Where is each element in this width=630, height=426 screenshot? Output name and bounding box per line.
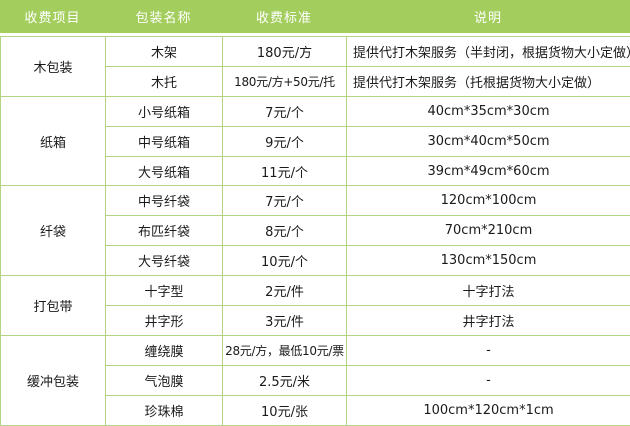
price-standard-cell: 3元/件 xyxy=(223,306,347,336)
packaging-name-cell: 中号纸箱 xyxy=(106,126,223,156)
description-cell: 40cm*35cm*30cm xyxy=(347,96,630,126)
description-cell: - xyxy=(347,365,630,395)
packaging-name-cell: 小号纸箱 xyxy=(106,96,223,126)
description-cell: 39cm*49cm*60cm xyxy=(347,156,630,186)
description-cell: 70cm*210cm xyxy=(347,216,630,246)
price-standard-cell: 28元/方，最低10元/票 xyxy=(223,335,347,365)
description-cell: 30cm*40cm*50cm xyxy=(347,126,630,156)
packaging-name-cell: 十字型 xyxy=(106,276,223,306)
price-standard-cell: 180元/方+50元/托 xyxy=(223,66,347,96)
price-standard-cell: 180元/方 xyxy=(223,37,347,67)
packaging-name-cell: 布匹纤袋 xyxy=(106,216,223,246)
packaging-name-cell: 中号纤袋 xyxy=(106,186,223,216)
description-cell: 100cm*120cm*1cm xyxy=(347,395,630,425)
price-standard-cell: 2.5元/米 xyxy=(223,365,347,395)
charge-item-cell: 纤袋 xyxy=(1,186,106,276)
description-cell: 提供代打木架服务（半封闭，根据货物大小定做） xyxy=(347,37,630,67)
header-price-standard: 收费标准 xyxy=(222,7,346,26)
packaging-name-cell: 缠绕膜 xyxy=(106,335,223,365)
packaging-name-cell: 木架 xyxy=(106,37,223,67)
description-cell: 120cm*100cm xyxy=(347,186,630,216)
packaging-name-cell: 珍珠棉 xyxy=(106,395,223,425)
description-cell: 井字打法 xyxy=(347,306,630,336)
charge-item-cell: 纸箱 xyxy=(1,96,106,186)
header-packaging-name: 包装名称 xyxy=(105,7,222,26)
charge-item-cell: 木包装 xyxy=(1,37,106,97)
price-standard-cell: 7元/个 xyxy=(223,186,347,216)
packaging-name-cell: 大号纸箱 xyxy=(106,156,223,186)
price-standard-cell: 8元/个 xyxy=(223,216,347,246)
packaging-name-cell: 气泡膜 xyxy=(106,365,223,395)
description-cell: 提供代打木架服务（托根据货物大小定做） xyxy=(347,66,630,96)
packaging-name-cell: 大号纤袋 xyxy=(106,246,223,276)
description-cell: 130cm*150cm xyxy=(347,246,630,276)
packaging-name-cell: 木托 xyxy=(106,66,223,96)
description-cell: 十字打法 xyxy=(347,276,630,306)
price-standard-cell: 2元/件 xyxy=(223,276,347,306)
header-description: 说明 xyxy=(346,7,630,26)
header-charge-item: 收费项目 xyxy=(0,7,105,26)
charge-item-cell: 打包带 xyxy=(1,276,106,336)
table-header-row: 收费项目 包装名称 收费标准 说明 xyxy=(0,0,630,33)
price-standard-cell: 7元/个 xyxy=(223,96,347,126)
price-standard-cell: 10元/张 xyxy=(223,395,347,425)
description-cell: - xyxy=(347,335,630,365)
packaging-name-cell: 井字形 xyxy=(106,306,223,336)
price-standard-cell: 9元/个 xyxy=(223,126,347,156)
price-standard-cell: 11元/个 xyxy=(223,156,347,186)
price-standard-cell: 10元/个 xyxy=(223,246,347,276)
